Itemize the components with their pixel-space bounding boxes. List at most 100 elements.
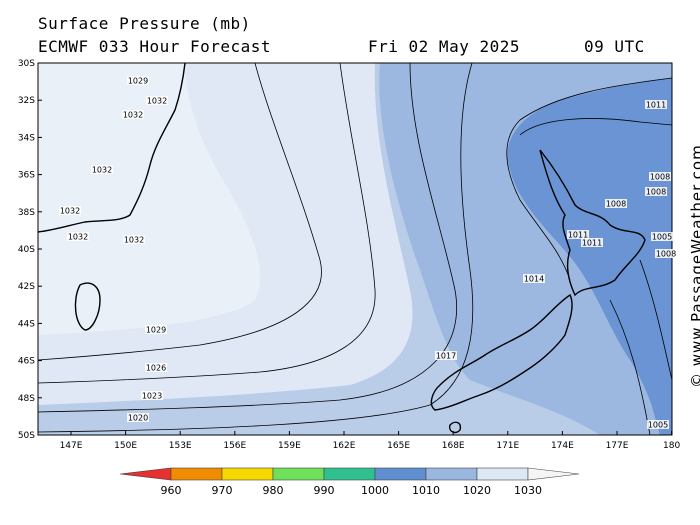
isobar-label: 1032 [147,97,167,106]
lat-label: 36S [18,171,35,181]
lon-label: 168E [442,441,465,451]
lat-label: 42S [18,282,35,292]
pressure-fill [38,63,672,435]
lat-label: 50S [18,431,35,441]
isobar-label: 1008 [646,188,666,197]
lat-label: 48S [18,394,35,404]
scale-segment [323,467,376,481]
isobar-labels: 1029 1032 1032 1032 1032 1032 1032 1029 1026 1023… [59,76,677,430]
isobar-1029 [38,63,322,361]
isobar-1005 [639,259,672,381]
isobar-label-bg [645,187,667,196]
scale-segment [272,467,325,481]
isobar-label: 1032 [123,111,143,120]
isobar-label: 1029 [146,326,166,335]
isobar-label-bg [645,100,667,109]
isobars [38,63,672,435]
scale-segment [374,467,427,481]
isobar-label-bg [127,76,149,85]
isobar-label: 1020 [128,414,148,423]
isobar-label-bg [122,110,144,119]
isobar-label: 1032 [68,233,88,242]
isobar-label-bg [523,274,545,283]
scale-segment [170,467,223,481]
isobar-label-bg [435,351,457,360]
nz-south-island [430,293,573,411]
scale-label: 1010 [412,484,440,497]
isobar-label-bg [145,363,167,372]
isobar-label-bg [91,165,113,174]
isobar-1026 [38,63,376,384]
nz-north-island [539,149,646,297]
isobar-label-bg [647,420,669,429]
lat-label: 38S [18,208,35,218]
isobar-label-bg [655,249,677,258]
isobar-1017 [506,77,672,281]
isobar-label-bg [651,232,673,241]
scale-label: 980 [263,484,284,497]
tasmania [74,282,101,331]
australia-coast [38,63,186,233]
color-scale: 960 970 980 990 1000 1010 1020 1030 [119,467,580,497]
isobar-label-bg [581,238,603,247]
zone-above-1030 [38,63,261,335]
isobar-label: 1029 [128,77,148,86]
lon-label: 174E [551,441,574,451]
lat-label: 44S [18,319,35,329]
isobar-label: 1017 [436,352,456,361]
isobar-label: 1026 [146,364,166,373]
forecast-model: ECMWF 033 Hour Forecast [38,37,272,56]
isobar-label-bg [127,413,149,422]
lon-label: 153E [169,441,192,451]
scale-label: 1020 [463,484,491,497]
stewart-island [448,421,462,434]
lon-label: 150E [114,441,137,451]
scale-arrow-high [527,467,580,481]
isobar-label-bg [567,230,589,239]
scale-segment [425,467,478,481]
lon-label: 180 [663,441,680,451]
isobar-label-bg [59,206,81,215]
longitude-axis: 147E 150E 153E 156E 159E 162E 165E 168E 171E 174E… [60,431,680,451]
scale-label: 990 [314,484,335,497]
lon-label: 165E [387,441,410,451]
isobar-label: 1032 [92,166,112,175]
lat-label: 46S [18,357,35,367]
isobar-label: 1032 [60,207,80,216]
isobar-label: 1023 [142,392,162,401]
isobar-label: 1011 [582,239,602,248]
isobar-label-bg [141,391,163,400]
lon-label: 159E [278,441,301,451]
isobar-label: 1032 [124,236,144,245]
scale-segment [476,467,529,481]
lon-label: 147E [60,441,83,451]
lon-label: 162E [333,441,356,451]
isobar-label-bg [649,172,671,181]
scale-segment [221,467,274,481]
forecast-date: Fri 02 May 2025 [368,37,520,56]
coastlines [38,63,646,434]
isobar-label: 1011 [568,231,588,240]
isobar-label-bg [67,232,89,241]
isobar-1023 [38,63,457,413]
lat-label: 32S [18,96,35,106]
isobar-label: 1011 [646,101,666,110]
lon-label: 156E [223,441,246,451]
lat-label: 30S [18,59,35,69]
lon-label: 171E [496,441,519,451]
isobar-1020 [38,63,474,433]
scale-arrow-low [119,467,172,481]
isobar-label-bg [123,235,145,244]
map-title: Surface Pressure (mb) [38,14,251,33]
latitude-axis: 30S 32S 34S 36S 38S 40S 42S 44S 46S 48S 50S [18,59,42,441]
credit-text: © www.PassageWeather.com [688,144,700,388]
zone-low-east [534,121,672,435]
isobar-label: 1008 [656,250,676,259]
forecast-time: 09 UTC [584,37,645,56]
scale-label: 1000 [361,484,389,497]
scale-label: 1030 [514,484,542,497]
isobar-label: 1014 [524,275,544,284]
isobar-label-bg [146,96,168,105]
lat-label: 40S [18,245,35,255]
